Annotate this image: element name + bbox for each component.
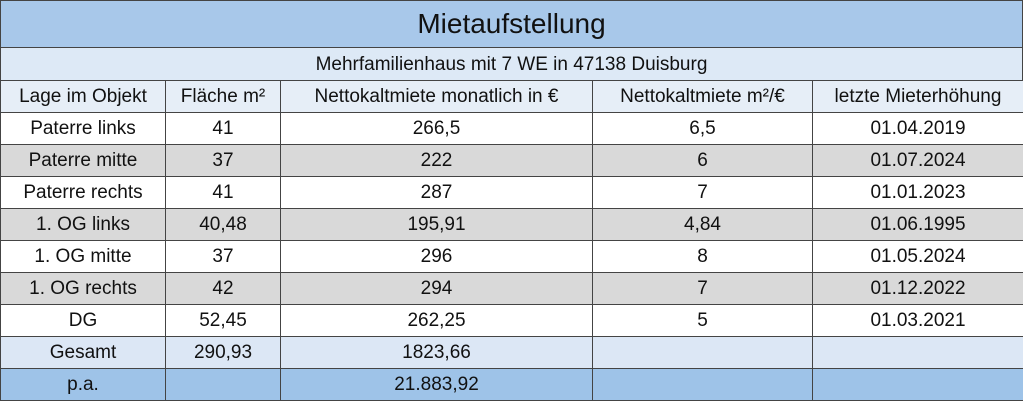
data-cell: 6,5 [593,113,813,145]
data-cell: 296 [281,241,593,273]
empty-cell [593,369,813,401]
data-cell: 01.05.2024 [813,241,1023,273]
data-cell: 1. OG mitte [1,241,166,273]
data-cell: Paterre rechts [1,177,166,209]
data-cell: 262,25 [281,305,593,337]
data-cell: 8 [593,241,813,273]
header-cell: Fläche m² [166,81,281,113]
data-cell: 41 [166,113,281,145]
data-cell: 01.01.2023 [813,177,1023,209]
header-cell: Lage im Objekt [1,81,166,113]
data-cell: 01.07.2024 [813,145,1023,177]
data-cell: 7 [593,273,813,305]
data-cell: 6 [593,145,813,177]
data-cell: 5 [593,305,813,337]
header-cell: letzte Mieterhöhung [813,81,1023,113]
data-cell: 37 [166,145,281,177]
data-cell: 4,84 [593,209,813,241]
data-cell: 41 [166,177,281,209]
empty-cell [813,337,1023,369]
data-cell: DG [1,305,166,337]
total-area: 290,93 [166,337,281,369]
header-cell: Nettokaltmiete m²/€ [593,81,813,113]
data-cell: 195,91 [281,209,593,241]
data-cell: 1. OG links [1,209,166,241]
total-label: Gesamt [1,337,166,369]
data-cell: 1. OG rechts [1,273,166,305]
total-rent: 1823,66 [281,337,593,369]
data-cell: 01.03.2021 [813,305,1023,337]
year-rent: 21.883,92 [281,369,593,401]
data-cell: 52,45 [166,305,281,337]
sheet-subtitle: Mehrfamilienhaus mit 7 WE in 47138 Duisb… [0,47,1023,80]
data-cell: 294 [281,273,593,305]
data-cell: 266,5 [281,113,593,145]
year-row: p.a. 21.883,92 [1,369,1023,401]
data-cell: 287 [281,177,593,209]
data-cell: 01.06.1995 [813,209,1023,241]
year-label: p.a. [1,369,166,401]
data-cell: Paterre links [1,113,166,145]
data-cell: 7 [593,177,813,209]
data-cell: 222 [281,145,593,177]
data-cell: Paterre mitte [1,145,166,177]
empty-cell [166,369,281,401]
data-cell: 01.04.2019 [813,113,1023,145]
empty-cell [593,337,813,369]
data-cell: 42 [166,273,281,305]
sheet-title: Mietaufstellung [0,0,1023,47]
data-cell: 01.12.2022 [813,273,1023,305]
empty-cell [813,369,1023,401]
data-cell: 40,48 [166,209,281,241]
data-cell: 37 [166,241,281,273]
header-cell: Nettokaltmiete monatlich in € [281,81,593,113]
